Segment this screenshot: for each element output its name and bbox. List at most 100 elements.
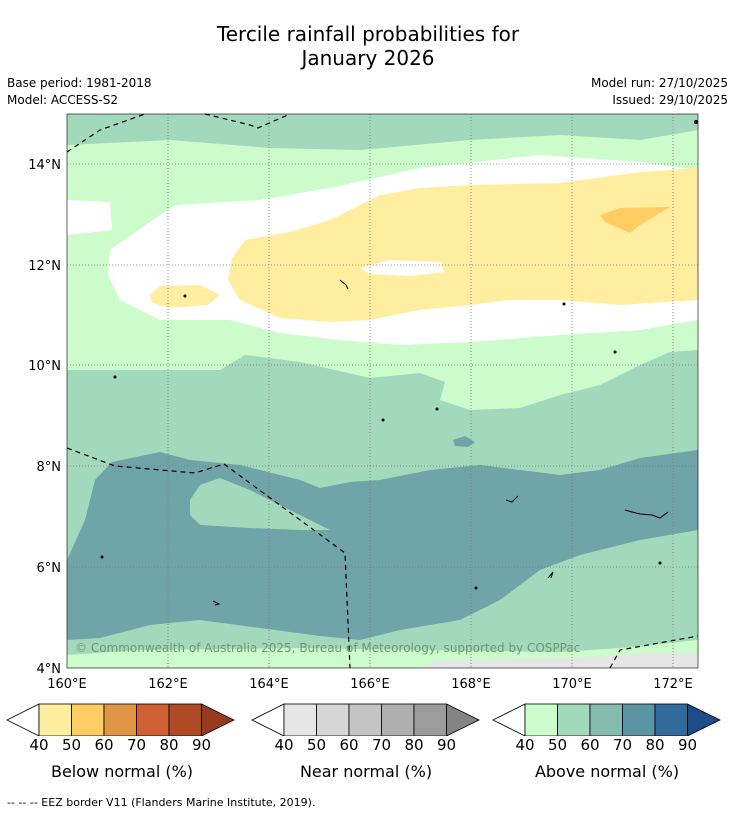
- colorbar-below-swatch: [201, 703, 235, 736]
- island-dot-1: [183, 294, 187, 298]
- colorbar-below-swatch: [136, 703, 170, 736]
- colorbar-near-normal: [251, 703, 480, 736]
- colorbar-below-swatch: [71, 703, 105, 736]
- eez-footer-note: -- -- -- EEZ border V11 (Flanders Marine…: [7, 796, 316, 809]
- island-ujae: [212, 600, 221, 606]
- eez-border-nw: [66, 113, 146, 153]
- colorbar-near-swatch: [348, 703, 382, 736]
- lat-label: 8°N: [37, 460, 62, 475]
- issued-date: Issued: 29/10/2025: [612, 93, 728, 107]
- island-maloelap: [505, 495, 519, 503]
- lon-label: 162°E: [148, 677, 188, 692]
- colorbar-tick-label: 50: [61, 736, 82, 754]
- colorbar-above-under-arrow: [492, 703, 526, 736]
- island-dot-4: [381, 418, 385, 422]
- lon-label: 160°E: [47, 677, 87, 692]
- island-dot-7: [694, 120, 698, 124]
- island-dot-9: [100, 555, 104, 559]
- region-white-cutout: [360, 260, 445, 276]
- islands: [100, 120, 698, 606]
- title-line-1: Tercile rainfall probabilities for: [216, 22, 520, 46]
- colorbar-above-swatch: [654, 703, 688, 736]
- island-kwajalein: [339, 279, 349, 290]
- colorbar-near-under-arrow: [251, 703, 285, 736]
- colorbar-below-under-arrow: [6, 703, 40, 736]
- colorbar-tick-label: 40: [515, 736, 535, 754]
- colorbar-tick-label: 70: [612, 736, 633, 754]
- lat-label: 6°N: [37, 561, 62, 576]
- island-dot-3: [435, 407, 439, 411]
- lon-label: 164°E: [249, 677, 289, 692]
- region-below-normal-50-band: [150, 168, 698, 322]
- island-dot-6: [562, 302, 566, 306]
- colorbar-near-swatch: [283, 703, 317, 736]
- island-dot-5: [613, 350, 617, 354]
- region-near-normal-40-corner: [420, 653, 698, 668]
- lat-label: 14°N: [28, 158, 61, 173]
- colorbar-near-swatches: [251, 703, 480, 736]
- colorbar-below-swatch: [103, 703, 137, 736]
- colorbar-tick-label: 40: [29, 736, 49, 754]
- meta-right: Model run: 27/10/2025 Issued: 29/10/2025: [591, 75, 728, 109]
- lat-label: 12°N: [28, 259, 61, 274]
- region-above-normal-50-north: [67, 114, 698, 150]
- colorbar-above-swatches: [492, 703, 721, 736]
- lon-label: 172°E: [653, 677, 693, 692]
- lat-label: 10°N: [28, 359, 61, 374]
- gridlines: [67, 114, 698, 668]
- region-below-normal-60-patch: [600, 207, 670, 233]
- colorbar-label-above: Above normal (%): [534, 762, 680, 781]
- colorbar-tick-label: 90: [191, 736, 212, 754]
- island-majuro: [624, 509, 669, 519]
- model-name: Model: ACCESS-S2: [7, 93, 119, 107]
- colorbar-tick-label: 80: [159, 736, 179, 754]
- colorbar-near-swatch: [446, 703, 480, 736]
- lat-label: 4°N: [37, 662, 62, 677]
- colorbar-above-swatch: [622, 703, 656, 736]
- eez-border-s: [66, 447, 351, 669]
- map-figure: © Commonwealth of Australia 2025, Bureau…: [28, 113, 699, 692]
- colorbar-tick-label: 80: [645, 736, 665, 754]
- title-line-2: January 2026: [301, 46, 435, 70]
- eez-border-se: [609, 635, 699, 669]
- colorbar-tick-label: 90: [436, 736, 457, 754]
- model-run: Model run: 27/10/2025: [590, 76, 728, 90]
- colorbar-tick-label: 60: [94, 736, 114, 754]
- copyright-text: © Commonwealth of Australia 2025, Bureau…: [75, 641, 580, 655]
- island-jaluit: [547, 571, 554, 579]
- colorbar-near-swatch: [316, 703, 350, 736]
- colorbar-above-swatch: [589, 703, 623, 736]
- eez-border-n: [204, 113, 291, 129]
- lon-label: 168°E: [451, 677, 491, 692]
- island-dot-8: [474, 586, 478, 590]
- colorbar-tick-label: 80: [404, 736, 424, 754]
- chart-title: Tercile rainfall probabilities for Janua…: [0, 22, 736, 70]
- meta-left: Base period: 1981-2018 Model: ACCESS-S2: [7, 75, 152, 109]
- lat-tick-labels: 14°N 12°N 10°N 8°N 6°N 4°N: [28, 158, 61, 677]
- colorbar-tick-label: 60: [339, 736, 359, 754]
- island-dot-2: [113, 375, 117, 379]
- eez-borders: [66, 113, 699, 669]
- colorbar-below-swatch: [38, 703, 72, 736]
- colorbar-label-near: Near normal (%): [299, 762, 433, 781]
- colorbar-above-swatch: [557, 703, 591, 736]
- map-plot-area: [67, 114, 698, 668]
- lon-tick-labels: 160°E 162°E 164°E 166°E 168°E 170°E 172°…: [47, 677, 693, 692]
- colorbar-near-swatch: [381, 703, 415, 736]
- colorbar-tick-label: 70: [126, 736, 147, 754]
- colorbar-tick-label: 50: [547, 736, 568, 754]
- colorbar-above-swatch: [524, 703, 558, 736]
- colorbar-tick-label: 70: [371, 736, 392, 754]
- lon-label: 170°E: [552, 677, 592, 692]
- colorbar-below-swatches: [6, 703, 235, 736]
- colorbar-near-swatch: [413, 703, 447, 736]
- island-dot-10: [658, 561, 662, 565]
- colorbar-tick-label: 60: [580, 736, 600, 754]
- colorbar-tick-label: 40: [274, 736, 294, 754]
- region-above-normal-50-inner: [190, 478, 330, 530]
- lon-label: 166°E: [350, 677, 390, 692]
- colorbar-below-swatch: [168, 703, 202, 736]
- map-frame: [66, 113, 699, 669]
- colorbar-tick-label: 50: [306, 736, 327, 754]
- base-period: Base period: 1981-2018: [7, 76, 152, 90]
